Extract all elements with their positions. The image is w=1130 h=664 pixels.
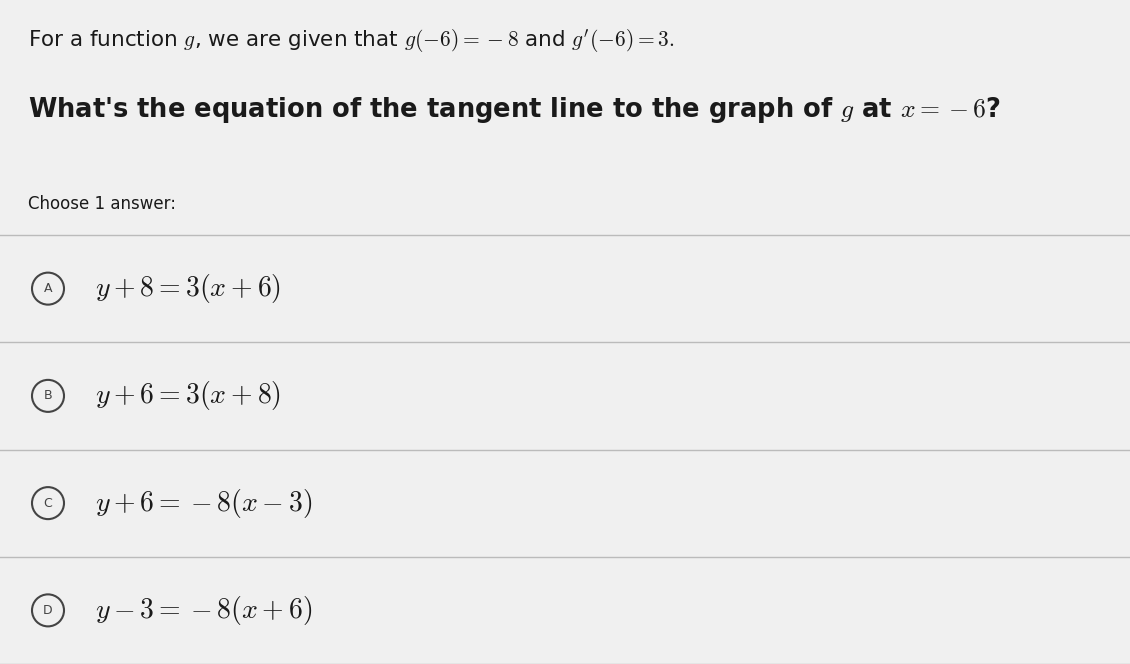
Text: For a function $g$, we are given that $g(-6) = -8$ and $g'(-6) = 3.$: For a function $g$, we are given that $g… — [28, 28, 675, 55]
Text: $y+6=3(x+8)$: $y+6=3(x+8)$ — [95, 379, 281, 412]
Text: $y+6=-8(x-3)$: $y+6=-8(x-3)$ — [95, 487, 312, 520]
Text: $y-3=-8(x+6)$: $y-3=-8(x+6)$ — [95, 594, 312, 627]
Text: What's the equation of the tangent line to the graph of $g$ at $x = -6$?: What's the equation of the tangent line … — [28, 95, 1001, 125]
Text: $y+8=3(x+6)$: $y+8=3(x+6)$ — [95, 272, 281, 305]
Text: C: C — [44, 497, 52, 510]
Text: B: B — [44, 389, 52, 402]
Text: D: D — [43, 604, 53, 617]
Text: A: A — [44, 282, 52, 295]
Text: Choose 1 answer:: Choose 1 answer: — [28, 195, 176, 213]
